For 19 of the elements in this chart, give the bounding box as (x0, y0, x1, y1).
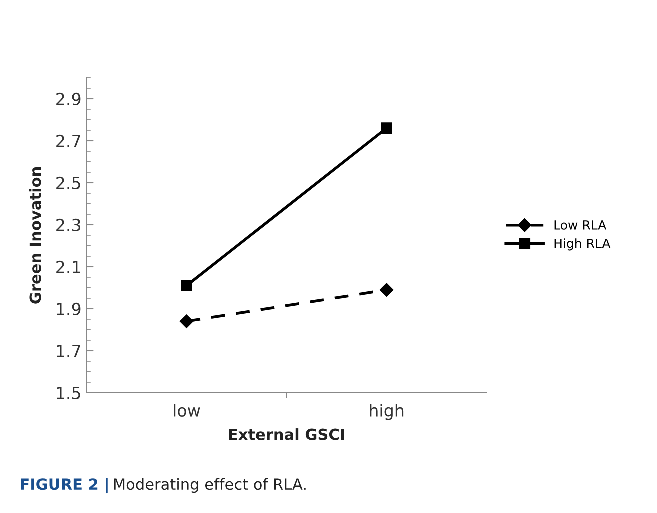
x-tick-label: high (370, 404, 404, 420)
y-tick-label: 1.7 (57, 345, 80, 358)
caption: FIGURE 2 | Moderating effect of RLA. (21, 478, 306, 494)
x-tick-label: low (174, 404, 200, 417)
point (180, 314, 194, 328)
y-tick-label: 1.9 (57, 302, 81, 316)
legend-label: Low RLA (554, 220, 607, 230)
y-tick-label: 2.9 (56, 92, 81, 106)
x-axis-title: External GSCI (229, 428, 344, 440)
point (181, 280, 192, 292)
y-tick-label: 2.1 (56, 260, 80, 274)
y-tick-label: 2.7 (56, 134, 80, 148)
legend-label: High RLA (554, 238, 611, 251)
y-tick-label: 1.5 (57, 387, 80, 400)
point (380, 283, 394, 297)
y-tick-label: 2.5 (56, 176, 80, 190)
y-tick-label: 2.3 (56, 218, 81, 232)
point (381, 122, 393, 134)
y-axis-title: Green Inovation (29, 168, 42, 304)
